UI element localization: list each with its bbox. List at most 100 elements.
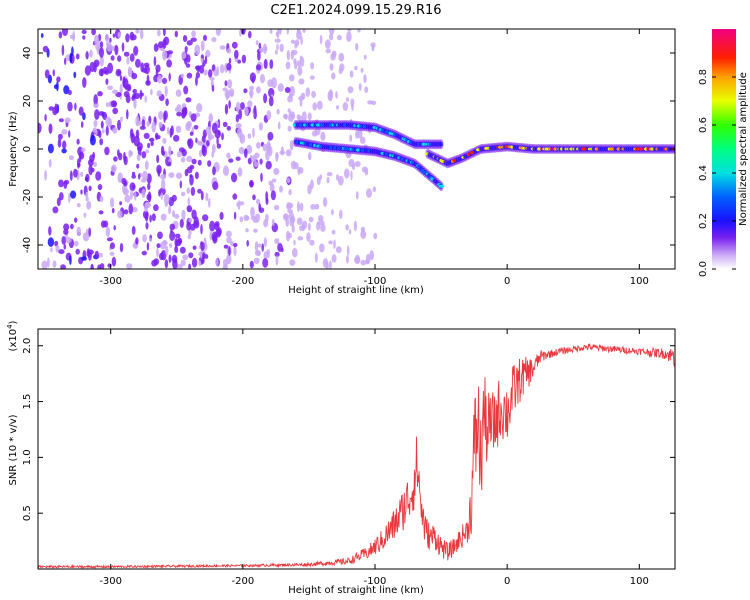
heatmap-cell — [142, 67, 148, 74]
heatmap-cell — [54, 240, 59, 247]
heatmap-cell — [230, 241, 235, 247]
heatmap-cell — [299, 202, 304, 212]
heatmap-cell — [287, 125, 292, 132]
heatmap-cell — [263, 251, 269, 260]
heatmap-cell — [97, 252, 103, 258]
heatmap-cell — [123, 51, 130, 57]
heatmap-cell — [222, 121, 228, 128]
heatmap-cell — [276, 108, 280, 115]
heatmap-cell — [84, 65, 91, 76]
heatmap-cell — [302, 29, 306, 34]
heatmap-cell — [296, 29, 301, 35]
heatmap-cell — [329, 63, 334, 71]
heatmap-cell — [276, 29, 280, 39]
heatmap-cell — [211, 143, 216, 154]
heatmap-cell — [320, 131, 326, 141]
heatmap-cell — [237, 59, 242, 64]
heatmap-cell — [145, 222, 149, 230]
heatmap-cell — [85, 196, 89, 202]
heatmap-cell — [253, 105, 257, 116]
heatmap-cell — [112, 89, 118, 95]
heatmap-cell — [346, 31, 352, 43]
heatmap-cell — [149, 237, 152, 242]
heatmap-cell — [237, 200, 241, 211]
heatmap-cell — [117, 70, 122, 75]
heatmap-cell — [105, 125, 109, 136]
heatmap-cell — [254, 213, 261, 222]
heatmap-cell — [203, 34, 207, 42]
heatmap-cell — [164, 202, 168, 207]
heatmap-cell — [111, 164, 117, 173]
heatmap-cell — [132, 184, 136, 189]
heatmap-cell — [130, 189, 133, 200]
heatmap-cell — [317, 215, 324, 222]
heatmap-cell — [331, 50, 337, 57]
x-tick-label: 0 — [504, 576, 510, 587]
heatmap-cell — [189, 131, 194, 136]
heatmap-cell — [88, 227, 92, 237]
heatmap-cell — [156, 90, 162, 97]
heatmap-cell — [63, 223, 70, 231]
heatmap-cell — [357, 29, 361, 33]
heatmap-cell — [109, 251, 115, 256]
heatmap-cell — [288, 189, 292, 196]
x-tick-label: -200 — [231, 576, 254, 587]
heatmap-cell — [205, 49, 211, 58]
heatmap-cell — [132, 93, 137, 100]
heatmap-cell — [61, 129, 68, 135]
heatmap-cell — [77, 158, 80, 169]
heatmap-cell — [296, 201, 301, 212]
heatmap-cell — [290, 160, 297, 170]
heatmap-cell — [285, 149, 292, 157]
heatmap-cell — [158, 110, 164, 120]
heatmap-cell — [89, 61, 96, 73]
snr-y-axis-label: SNR (10 * v/v) — [8, 414, 19, 485]
heatmap-cell — [207, 160, 212, 167]
heatmap-cell — [190, 37, 197, 42]
heatmap-cell — [176, 151, 182, 158]
heatmap-cell — [200, 57, 204, 64]
heatmap-cell — [57, 138, 62, 148]
heatmap-cell — [97, 184, 103, 191]
heatmap-cell — [194, 44, 201, 56]
heatmap-cell — [249, 181, 254, 188]
heatmap-cell — [174, 233, 181, 239]
heatmap-cell — [243, 214, 249, 222]
heatmap-cell — [52, 69, 55, 77]
heatmap-cell — [229, 91, 234, 97]
heatmap-cell — [73, 71, 77, 79]
heatmap-cell — [293, 239, 296, 246]
heatmap-cell — [335, 91, 338, 99]
heatmap-cell — [188, 252, 194, 259]
x-tick-label: 100 — [630, 576, 649, 587]
heatmap-cell — [261, 243, 265, 252]
heatmap-cell — [269, 29, 273, 34]
heatmap-cell — [76, 138, 80, 145]
heatmap-cell — [168, 172, 175, 179]
heatmap-cell — [319, 174, 323, 180]
heatmap-cell — [212, 181, 219, 191]
heatmap-cell — [125, 33, 130, 43]
heatmap-cell — [360, 226, 366, 233]
heatmap-cell — [136, 142, 143, 150]
heatmap-cell — [331, 72, 336, 80]
heatmap-cell — [348, 229, 352, 235]
heatmap-cell — [168, 161, 172, 167]
heatmap-cell — [305, 87, 310, 98]
snr-y-ticks: 0.5 1.0 1.5 2.0 — [22, 338, 675, 521]
heatmap-cell — [265, 213, 269, 222]
heatmap-cell — [328, 240, 333, 245]
heatmap-cell — [118, 152, 123, 161]
heatmap-cell — [235, 114, 240, 123]
heatmap-cell — [89, 154, 95, 163]
heatmap-cell — [105, 226, 111, 237]
heatmap-cell — [69, 255, 72, 265]
heatmap-cell — [190, 186, 196, 196]
heatmap-cell — [146, 74, 150, 86]
heatmap-cell — [76, 203, 81, 208]
x-tick-label: -100 — [364, 576, 387, 587]
heatmap-cell — [181, 209, 186, 221]
heatmap-cell — [255, 142, 261, 149]
heatmap-cell — [141, 151, 147, 159]
heatmap-cell — [184, 168, 189, 177]
